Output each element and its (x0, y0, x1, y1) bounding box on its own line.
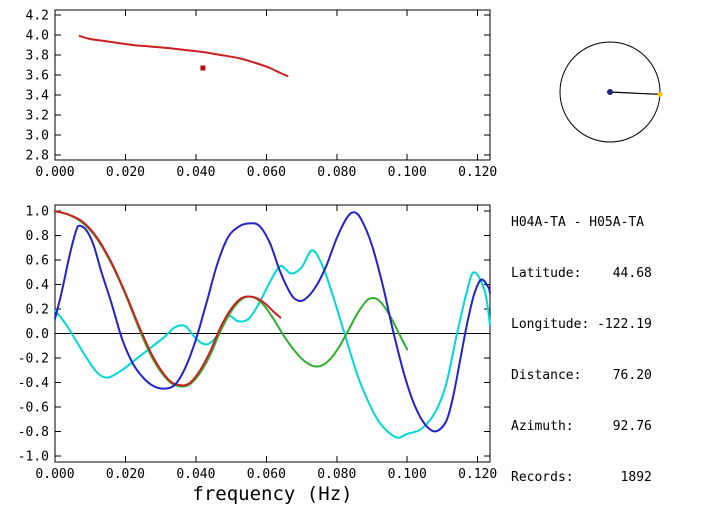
info-value: -122.19 (597, 317, 652, 332)
info-row-azimuth: Azimuth: 92.76 (511, 418, 652, 435)
svg-text:3.6: 3.6 (26, 69, 49, 84)
svg-text:3.4: 3.4 (26, 89, 50, 104)
svg-text:0.000: 0.000 (35, 467, 74, 482)
svg-text:-0.4: -0.4 (18, 376, 49, 391)
info-label: Records: (511, 470, 574, 485)
info-row-longitude: Longitude: -122.19 (511, 316, 652, 333)
info-label: Distance: (511, 368, 582, 383)
svg-text:0.2: 0.2 (26, 303, 49, 318)
svg-text:3.2: 3.2 (26, 109, 49, 124)
svg-text:4.0: 4.0 (26, 29, 49, 44)
svg-text:3.0: 3.0 (26, 129, 49, 144)
svg-text:0.100: 0.100 (388, 467, 427, 482)
info-label: Azimuth: (511, 419, 574, 434)
info-value: 92.76 (612, 419, 652, 434)
svg-text:2.8: 2.8 (26, 149, 49, 164)
svg-text:0.120: 0.120 (458, 467, 497, 482)
svg-text:0.120: 0.120 (458, 165, 497, 180)
svg-text:0.100: 0.100 (388, 165, 427, 180)
svg-text:frequency (Hz): frequency (Hz) (192, 483, 352, 505)
svg-text:0.040: 0.040 (176, 165, 215, 180)
info-value: 76.20 (612, 368, 652, 383)
svg-text:0.060: 0.060 (247, 467, 286, 482)
dispersion-plot[interactable]: 0.000 0.020 0.040 0.060 0.080 0.100 0.120 4.2 4.… (0, 0, 500, 196)
svg-text:-0.6: -0.6 (18, 400, 49, 415)
svg-text:3.8: 3.8 (26, 49, 49, 64)
svg-text:0.000: 0.000 (35, 165, 74, 180)
info-row-latitude: Latitude: 44.68 (511, 265, 652, 282)
svg-text:0.020: 0.020 (106, 467, 145, 482)
info-value: 1892 (620, 470, 652, 485)
svg-text:-1.0: -1.0 (18, 449, 49, 464)
svg-text:0.0: 0.0 (26, 327, 49, 342)
svg-text:4.2: 4.2 (26, 9, 49, 24)
info-label: Latitude: (511, 266, 582, 281)
svg-text:0.040: 0.040 (176, 467, 215, 482)
svg-text:0.080: 0.080 (317, 165, 356, 180)
svg-text:-0.8: -0.8 (18, 425, 49, 440)
station-info-panel: H04A-TA - H05A-TA Latitude: 44.68 Longitu… (511, 180, 652, 519)
info-row-distance: Distance: 76.20 (511, 367, 652, 384)
svg-text:0.080: 0.080 (317, 467, 356, 482)
svg-text:0.060: 0.060 (247, 165, 286, 180)
info-label: Longitude: (511, 317, 590, 332)
azimuth-indicator (559, 41, 663, 143)
svg-text:1.0: 1.0 (26, 205, 49, 220)
svg-text:0.8: 0.8 (26, 229, 49, 244)
info-value: 44.68 (612, 266, 652, 281)
coherence-plot[interactable]: 0.000 0.020 0.040 0.060 0.080 0.100 0.120 1.0 0.… (0, 198, 500, 519)
station-pair-label: H04A-TA - H05A-TA (511, 215, 645, 230)
svg-text:0.020: 0.020 (106, 165, 145, 180)
svg-text:0.4: 0.4 (26, 278, 50, 293)
info-row-records: Records: 1892 (511, 469, 652, 486)
svg-text:-0.2: -0.2 (18, 351, 49, 366)
svg-text:0.6: 0.6 (26, 254, 49, 269)
